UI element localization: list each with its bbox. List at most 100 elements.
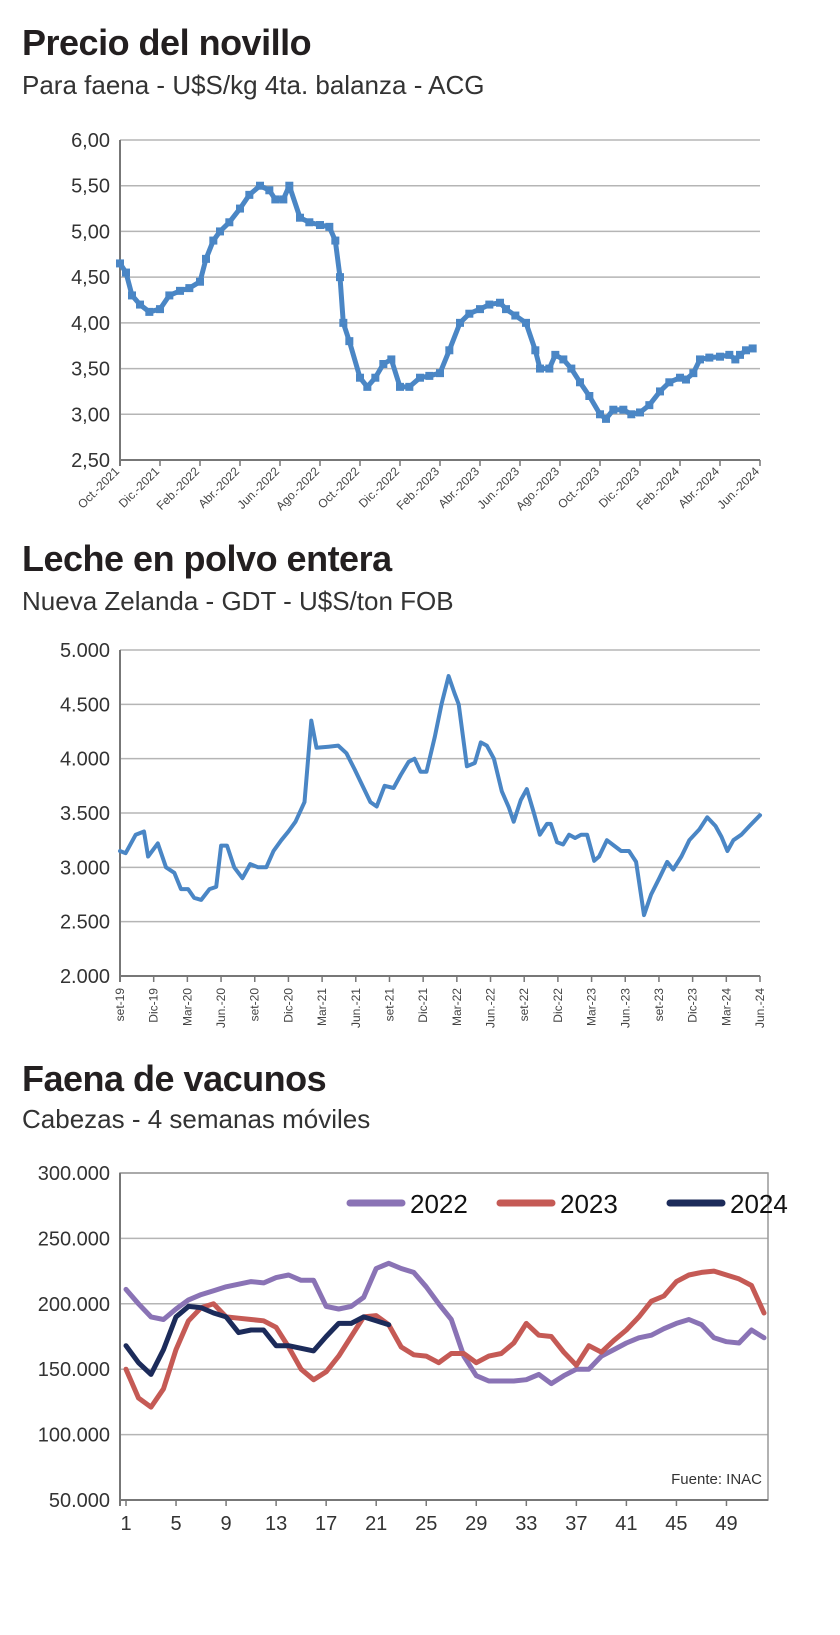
data-point (387, 355, 396, 364)
x-tick-label: Dic-20 (281, 988, 295, 1023)
data-point (136, 300, 144, 309)
y-tick-label: 2,50 (71, 450, 110, 472)
x-tick-label: 13 (265, 1513, 287, 1535)
data-point (436, 369, 444, 378)
data-point (705, 353, 714, 362)
x-tick-label: set-21 (382, 988, 396, 1022)
data-point (202, 254, 210, 263)
x-tick-label: Dic-23 (686, 988, 700, 1023)
data-point (602, 414, 610, 423)
y-tick-label: 2.500 (60, 912, 110, 934)
x-tick-label: 9 (221, 1513, 232, 1535)
data-point (305, 218, 314, 227)
data-point (567, 364, 576, 373)
x-tick-label: set-22 (517, 988, 531, 1022)
y-tick-label: 50.000 (49, 1490, 110, 1512)
y-tick-label: 5,00 (71, 221, 110, 243)
x-tick-label: set-23 (652, 988, 666, 1022)
x-tick-label: Mar-22 (450, 988, 464, 1026)
data-point (682, 375, 690, 384)
legend-label-2024: 2024 (730, 1189, 788, 1219)
data-point (545, 364, 554, 373)
y-tick-label: 3,50 (71, 359, 110, 381)
data-point (665, 378, 674, 387)
data-point (676, 373, 684, 382)
data-point (531, 346, 540, 355)
series-line-2023 (123, 1268, 767, 1410)
y-tick-label: 4.000 (60, 749, 110, 771)
series-line-main (117, 183, 756, 422)
data-point (731, 355, 740, 364)
y-tick-label: 150.000 (38, 1359, 110, 1381)
legend-label-2022: 2022 (410, 1189, 468, 1219)
data-point (551, 350, 560, 359)
data-point (425, 371, 434, 380)
data-point (559, 355, 568, 364)
chart-1-title: Precio del novillo (22, 22, 312, 63)
x-tick-label: set-20 (248, 988, 262, 1022)
x-tick-label: 33 (515, 1513, 537, 1535)
x-tick-label: Dic-21 (416, 988, 430, 1023)
data-point (536, 364, 544, 373)
data-point (522, 318, 530, 327)
data-point (285, 181, 294, 190)
data-point (336, 273, 344, 282)
x-tick-label: 21 (365, 1513, 387, 1535)
data-point (445, 346, 454, 355)
data-point (619, 405, 628, 414)
data-point (716, 352, 724, 361)
data-point (265, 186, 274, 195)
y-tick-label: 6,00 (71, 130, 110, 152)
data-point (145, 307, 154, 316)
x-tick-label: 25 (415, 1513, 437, 1535)
data-point (256, 181, 264, 190)
chart-novillo: 2,503,003,504,004,505,005,506,00Oct.-202… (71, 130, 762, 513)
series-line-2022 (123, 1260, 767, 1387)
y-tick-label: 250.000 (38, 1228, 110, 1250)
data-point (209, 236, 218, 245)
x-tick-label: Jun.-23 (618, 988, 632, 1028)
y-tick-label: 100.000 (38, 1425, 110, 1447)
data-point (316, 221, 324, 230)
data-point (502, 305, 510, 314)
y-tick-label: 4,00 (71, 313, 110, 335)
data-point (371, 373, 380, 382)
data-point (245, 190, 254, 199)
data-point (122, 268, 130, 277)
data-point (736, 350, 744, 359)
x-tick-label: Jun.-22 (484, 988, 498, 1028)
y-tick-label: 3.500 (60, 803, 110, 825)
chart-3-title: Faena de vacunos (22, 1058, 327, 1099)
data-point (485, 300, 494, 309)
data-point (396, 382, 404, 391)
chart-3-subtitle: Cabezas - 4 semanas móviles (22, 1104, 371, 1134)
data-point (196, 277, 204, 286)
data-point (216, 227, 224, 236)
x-tick-label: 37 (565, 1513, 587, 1535)
x-tick-label: Dic-22 (551, 988, 565, 1023)
data-point (748, 344, 757, 353)
data-point (339, 318, 348, 327)
data-point (405, 382, 414, 391)
series-line-main (118, 674, 762, 918)
data-point (271, 195, 280, 204)
legend-label-2023: 2023 (560, 1189, 618, 1219)
data-point (325, 222, 334, 231)
data-point (331, 236, 340, 245)
data-point (456, 318, 464, 327)
x-tick-label: 17 (315, 1513, 337, 1535)
x-tick-label: Jun.-24 (753, 988, 767, 1028)
data-point (363, 382, 372, 391)
y-tick-label: 5,50 (71, 176, 110, 198)
chart-2-subtitle: Nueva Zelanda - GDT - U$S/ton FOB (22, 586, 454, 616)
x-tick-label: 29 (465, 1513, 487, 1535)
y-tick-label: 2.000 (60, 966, 110, 988)
x-tick-label: 1 (120, 1513, 131, 1535)
data-point (116, 259, 124, 268)
y-tick-label: 5.000 (60, 640, 110, 662)
data-point (609, 405, 618, 414)
data-point (379, 360, 388, 368)
data-point (596, 410, 604, 419)
data-point (511, 311, 520, 320)
